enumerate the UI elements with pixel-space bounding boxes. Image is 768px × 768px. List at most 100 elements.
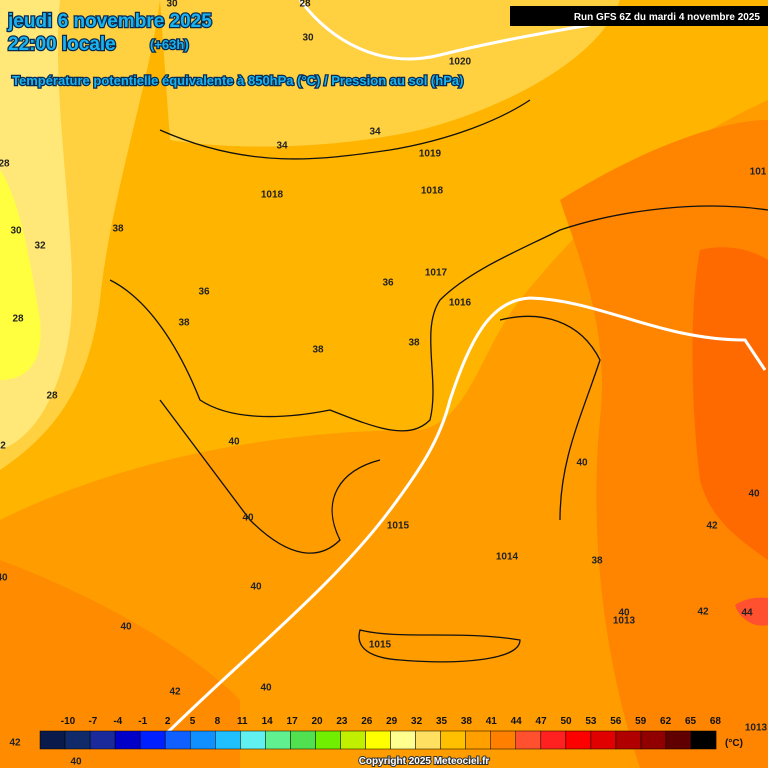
legend-swatch: [440, 730, 466, 750]
contour-label: 38: [112, 224, 124, 235]
legend-swatch: [665, 730, 692, 750]
contour-label: 30: [10, 226, 22, 237]
contour-label: 28: [12, 314, 24, 325]
legend-label: 47: [536, 716, 548, 727]
legend-swatch: [690, 730, 717, 750]
contour-label: 40: [260, 683, 272, 694]
legend-label: 11: [237, 716, 248, 727]
contour-label: 42: [9, 738, 21, 749]
legend-swatch: [64, 730, 91, 750]
legend-label: 20: [311, 716, 323, 727]
coastline: [109, 205, 768, 432]
contour-label: 40: [576, 458, 588, 469]
legend-swatch: [365, 730, 391, 750]
legend-label: -4: [113, 716, 122, 727]
legend-label: 17: [287, 716, 299, 727]
contour-label: 38: [312, 345, 324, 356]
legend-label: 8: [215, 716, 221, 727]
field-bright: [0, 170, 41, 380]
legend-label: 5: [190, 716, 196, 727]
contour-label: 38: [408, 338, 420, 349]
legend-swatch: [590, 730, 617, 750]
isobars: [158, 0, 767, 742]
coastlines: [109, 99, 768, 663]
legend-swatch: [164, 730, 191, 750]
field-red-orange: [692, 247, 768, 560]
coastline: [159, 399, 381, 554]
legend-swatch: [490, 730, 517, 750]
contour-label: 28: [46, 391, 58, 402]
run-label: Run GFS 6Z du mardi 4 novembre 2025: [574, 12, 761, 23]
contour-label: 40: [0, 573, 8, 584]
contour-label: 36: [382, 278, 394, 289]
legend-label: 14: [262, 716, 274, 727]
coastline: [499, 315, 601, 521]
legend-label: 44: [511, 716, 523, 727]
legend-swatch: [515, 730, 542, 750]
contour-label: 38: [178, 318, 190, 329]
legend-label: -7: [88, 716, 97, 727]
legend-swatch: [290, 730, 316, 750]
legend-label: 41: [486, 716, 498, 727]
contour-label: 1018: [261, 190, 284, 201]
contour-label: 42: [697, 607, 709, 618]
isobar: [298, 0, 591, 61]
contour-label: 1015: [369, 640, 392, 651]
legend-swatch: [565, 730, 592, 750]
coastline: [358, 629, 521, 663]
contour-label: 32: [34, 241, 46, 252]
legend-swatch: [415, 730, 441, 750]
legend-swatch: [189, 730, 216, 750]
legend-label: -1: [138, 716, 147, 727]
field-orange: [0, 100, 768, 768]
legend-label: 62: [660, 716, 672, 727]
contour-label: 40: [120, 622, 132, 633]
contour-label: 30: [166, 0, 178, 10]
contour-label: 1013: [745, 723, 768, 734]
subtitle: Température potentielle équivalente à 85…: [12, 73, 463, 88]
legend-label: 56: [610, 716, 622, 727]
legend-label: 59: [635, 716, 647, 727]
contour-label: 38: [591, 556, 603, 567]
contour-label: 30: [302, 33, 314, 44]
legend-label: 53: [585, 716, 597, 727]
border: [159, 99, 531, 160]
contour-label: 40: [748, 489, 760, 500]
contour-label: 28: [299, 0, 311, 10]
legend-swatch: [315, 730, 341, 750]
legend-label: 32: [411, 716, 423, 727]
date: jeudi 6 novembre 2025: [7, 11, 212, 32]
contour-label: 44: [741, 608, 753, 619]
contour-label: 40: [228, 437, 240, 448]
contour-label: 34: [369, 127, 381, 138]
contour-label: 28: [0, 159, 10, 170]
legend-unit: (°C): [725, 738, 743, 749]
copyright: Copyright 2025 Meteociel.fr: [359, 756, 490, 767]
contour-label: 40: [250, 582, 262, 593]
contour-label: 40: [618, 608, 630, 619]
legend-swatch: [265, 730, 291, 750]
legend-label: 65: [685, 716, 697, 727]
isobar: [158, 296, 767, 742]
legend-swatch: [615, 730, 642, 750]
contour-label: 101: [750, 167, 767, 178]
legend-label: -10: [61, 716, 76, 727]
contour-label: 2: [0, 441, 6, 452]
contour-label: 1016: [449, 298, 472, 309]
run-box: [510, 6, 768, 26]
contour-label: 1019: [419, 149, 442, 160]
legend-label: 50: [560, 716, 572, 727]
contour-label: 1013: [613, 616, 636, 627]
contour-label: 1015: [387, 521, 410, 532]
contour-label: 1020: [449, 57, 472, 68]
lead-time: (+63h): [150, 37, 189, 52]
legend-swatch: [240, 730, 266, 750]
legend-swatch: [465, 730, 491, 750]
contour-label: 1017: [425, 268, 448, 279]
legend-swatch: [39, 730, 66, 750]
legend-swatch: [114, 730, 141, 750]
legend-label: 23: [336, 716, 348, 727]
legend-swatch: [540, 730, 567, 750]
legend-label: 26: [361, 716, 373, 727]
